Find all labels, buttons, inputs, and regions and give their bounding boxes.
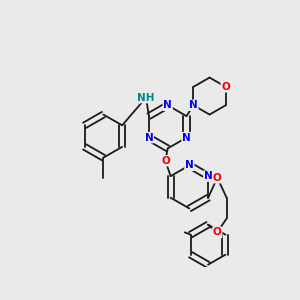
Text: N: N — [163, 100, 172, 110]
Text: O: O — [161, 156, 170, 166]
Text: N: N — [145, 133, 153, 142]
Text: N: N — [189, 100, 198, 110]
Text: N: N — [185, 160, 194, 170]
Text: NH: NH — [137, 93, 155, 103]
Text: N: N — [204, 171, 213, 181]
Text: O: O — [221, 82, 230, 92]
Text: O: O — [213, 227, 222, 237]
Text: O: O — [213, 173, 222, 183]
Text: N: N — [182, 133, 191, 142]
